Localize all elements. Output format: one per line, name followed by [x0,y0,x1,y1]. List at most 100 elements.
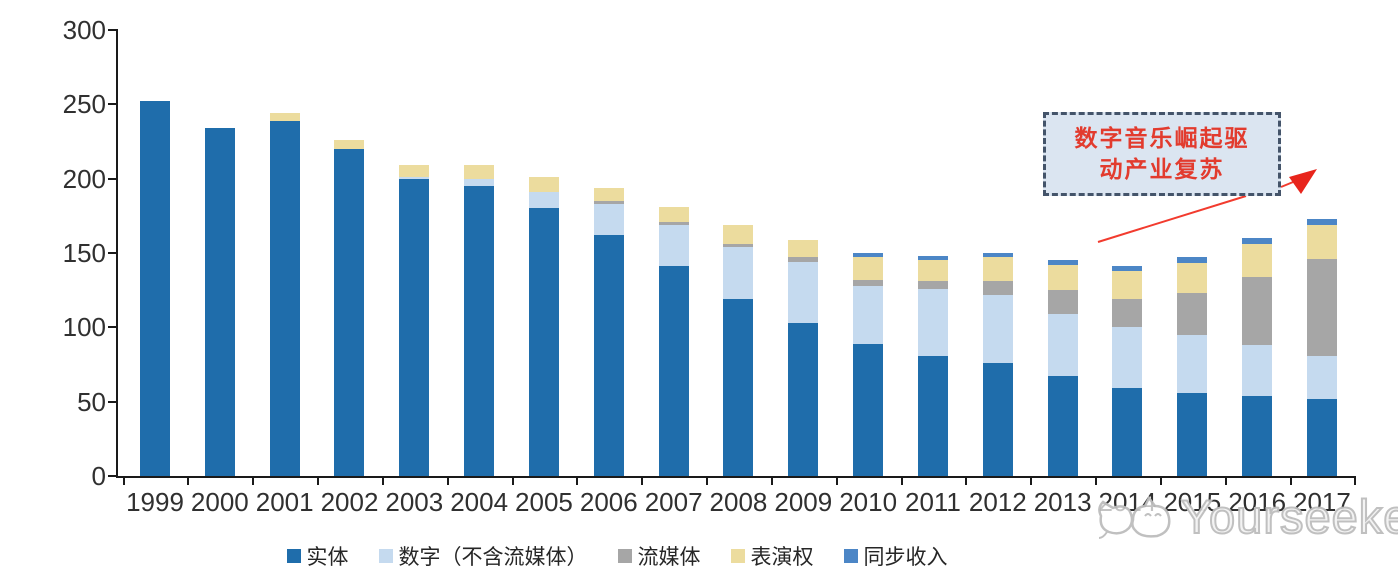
legend-label: 数字（不含流媒体） [398,546,588,569]
bar-segment-2004 [464,165,495,179]
bar-segment-2005 [528,208,559,476]
bar-segment-2013 [1047,376,1078,476]
bar-segment-2006 [593,200,624,204]
x-tick-mark [317,478,320,485]
bar-segment-2004 [464,178,495,187]
cat-logo-icon [1098,495,1171,539]
bar-segment-2015 [1177,293,1208,335]
bar-segment-2013 [1047,290,1078,314]
x-tick-mark [381,478,384,485]
legend-item: 同步收入 [843,541,948,571]
bar-segment-2016 [1242,244,1273,277]
legend-swatch-icon [617,549,632,563]
bar-segment-2017 [1306,224,1337,259]
legend-item: 表演权 [730,541,814,571]
bar-segment-2007 [658,221,689,225]
x-tick-label: 2016 [1228,487,1287,517]
x-tick-label: 1999 [126,487,184,517]
legend-label: 实体 [306,546,349,569]
y-axis-line [116,29,118,478]
bar-segment-2013 [1047,264,1078,291]
y-tick-label: 150 [62,238,106,268]
bar-segment-2008 [723,247,754,300]
x-tick-label: 2004 [450,487,509,517]
bar-segment-2003 [399,178,430,476]
bar-segment-2011 [917,260,948,282]
watermark: Yourseeker [1093,486,1398,548]
legend-item: 数字（不含流媒体） [378,541,588,571]
bar-segment-2014 [1112,327,1143,389]
legend: 实体 数字（不含流媒体） 流媒体 表演权 同步收入 [117,541,1117,571]
x-tick-mark [1289,478,1292,485]
x-tick-mark [835,478,838,485]
x-axis-line [116,476,1356,478]
x-tick-label: 2007 [644,487,703,517]
legend-swatch-icon [286,549,301,563]
x-tick-label: 2013 [1033,487,1092,517]
x-tick-label: 2003 [385,487,444,517]
legend-item: 流媒体 [617,541,701,571]
bar-segment-2011 [917,281,948,289]
legend-label: 表演权 [750,546,814,569]
arrowhead-icon [1289,169,1317,194]
bar-segment-2015 [1177,263,1208,294]
bar-segment-2016 [1242,276,1273,346]
y-tick-mark [108,475,116,477]
x-tick-mark [706,478,709,485]
x-tick-label: 2000 [190,487,249,517]
bar-segment-2010 [853,285,884,344]
bar-segment-2017 [1306,258,1337,356]
bar-segment-2009 [788,261,819,323]
bar-segment-2003 [399,177,430,179]
x-tick-mark [641,478,644,485]
bar-segment-2010 [853,279,884,286]
bar-segment-2006 [593,203,624,236]
bar-segment-2014 [1112,299,1143,328]
bar-segment-2017 [1306,398,1337,476]
y-tick-mark [108,177,116,180]
bar-segment-2016 [1242,238,1273,245]
bar-segment-2017 [1306,218,1337,225]
x-tick-label: 2002 [320,487,379,517]
bar-segment-2008 [723,299,754,476]
annotation-text-line1: 数字音乐崛起驱 [1074,125,1250,151]
x-tick-label: 2006 [579,487,638,517]
legend-label: 流媒体 [637,546,701,569]
x-tick-mark [1095,478,1098,485]
y-tick-mark [108,29,116,31]
bar-segment-2010 [853,343,884,476]
bar-segment-2012 [982,281,1013,295]
x-tick-mark [576,478,579,485]
bar-segment-2011 [917,255,948,261]
x-tick-mark [965,478,968,485]
bar-segment-2007 [658,266,689,476]
legend-swatch-icon [730,549,745,563]
x-tick-mark [1159,478,1162,485]
y-tick-mark [108,326,116,329]
bar-segment-2009 [788,239,819,258]
x-tick-label: 2017 [1293,487,1351,517]
x-tick-mark [900,478,903,485]
x-tick-mark [187,478,190,485]
bar-segment-2014 [1112,270,1143,300]
bar-segment-2005 [528,192,559,209]
bar-segment-2013 [1047,313,1078,377]
bar-segment-2015 [1177,392,1208,476]
bar-segment-2005 [528,177,559,193]
x-tick-label: 2008 [709,487,768,517]
bar-segment-2009 [788,257,819,262]
x-tick-label: 2011 [904,487,961,517]
y-tick-label: 100 [62,312,106,343]
x-tick-mark [1030,478,1033,485]
bar-segment-2010 [853,253,884,258]
bar-segment-2011 [917,355,948,476]
bar-segment-2002 [334,148,365,476]
x-tick-label: 2010 [839,487,898,517]
bar-segment-2009 [788,322,819,476]
bar-segment-2003 [399,165,430,178]
bar-segment-2016 [1242,345,1273,396]
x-tick-mark [252,478,255,485]
bar-segment-2014 [1112,388,1143,476]
bar-segment-2000 [204,128,235,476]
